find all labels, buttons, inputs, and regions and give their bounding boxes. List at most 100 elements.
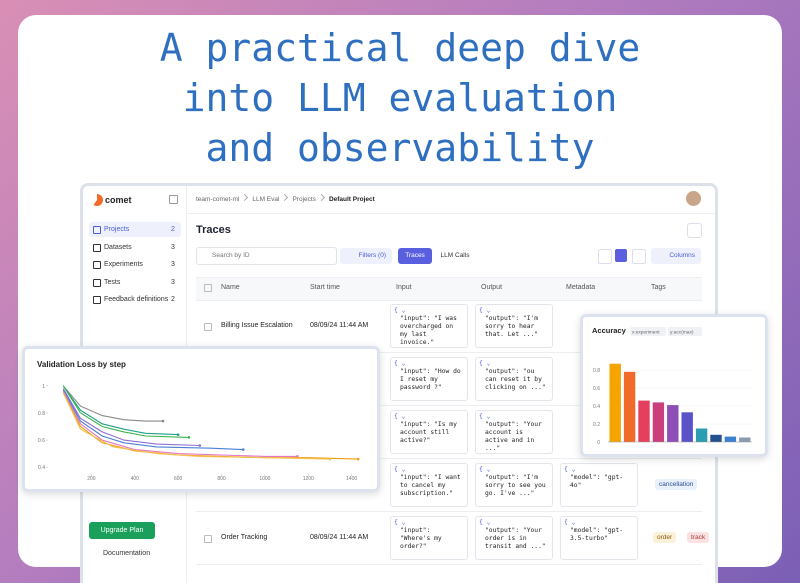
logo [91, 194, 103, 206]
code-brace: { ⌄ [394, 466, 406, 473]
end-point [241, 448, 245, 451]
crumb[interactable]: Default Project [328, 196, 375, 203]
separator [317, 193, 325, 202]
crumb[interactable]: team-comet-ml [196, 196, 240, 203]
loss-card: Validation Loss by step 1 0.8 0.6 0.4 200 400 6… [22, 346, 380, 492]
headline: and observability [205, 126, 595, 170]
start-time: 08/09/24 11:44 AM [310, 322, 369, 329]
loss-line [62, 389, 244, 451]
end-point [198, 444, 202, 447]
collapse-button[interactable] [169, 195, 178, 204]
tab[interactable]: Traces [398, 248, 432, 264]
code-cell: { ⌄ "output": "I'm sorry to hear that. Le… [475, 304, 553, 348]
code-text: "output": "I'm sorry to see you go. I've… [485, 474, 546, 497]
search-input[interactable]: Search by ID [196, 247, 337, 265]
nav-label: Experiments [104, 261, 143, 268]
loss-line [62, 392, 331, 460]
y-tick-label: 0.6 [593, 386, 600, 392]
code-cell: { ⌄ "input": "How do I reset my password … [390, 357, 468, 401]
crumb[interactable]: LLM Eval [252, 196, 280, 203]
bar [724, 436, 737, 442]
view-button[interactable] [598, 249, 612, 264]
end-point [328, 457, 332, 461]
x-tick-label: 400 [131, 476, 140, 482]
code-cell: { ⌄ "input": "Where's my order?" [390, 516, 468, 560]
loss-line [62, 385, 163, 422]
headline: into LLM evaluation [182, 76, 618, 120]
end-point [176, 433, 180, 436]
checkbox[interactable] [204, 535, 212, 543]
code-text: "input": "How do I reset my password ?" [400, 368, 461, 391]
loss-line [62, 390, 298, 457]
code-text: "output": "I'm sorry to hear that. Let .… [485, 315, 539, 338]
code-cell: { ⌄ "input": "I want to cancel my subscri… [390, 463, 468, 507]
code-text: "output": "ou can reset it by clicking o… [485, 368, 546, 391]
checkbox[interactable] [204, 323, 212, 331]
code-brace: { ⌄ [479, 413, 491, 420]
nav-item[interactable]: Tests 3 [89, 275, 181, 290]
filters-button[interactable]: Filters (0) [340, 248, 392, 264]
code-cell: { ⌄ "output": "Your order is in transit a… [475, 516, 553, 560]
upgrade-button[interactable]: Upgrade Plan [89, 522, 155, 539]
nav-item[interactable]: Feedback definitions 2 [89, 292, 181, 307]
trace-name[interactable]: Billing Issue Escalation [221, 322, 293, 329]
code-brace: { ⌄ [564, 466, 576, 473]
y-tick-label: 0.6 [38, 438, 45, 444]
code-brace: { ⌄ [479, 360, 491, 367]
accuracy-chart: Accuracy x:experiment y:acc(max) 0 0.2 0.4 0.6… [592, 326, 752, 446]
loss-line [62, 385, 190, 438]
row-divider [196, 458, 702, 459]
refresh-button[interactable] [687, 223, 702, 238]
start-time: 08/09/24 11:44 AM [310, 534, 369, 541]
nav-item[interactable]: Datasets 3 [89, 240, 181, 255]
loss-line [62, 392, 359, 460]
code-cell: { ⌄ "model": "gpt-3.5-turbo" [560, 516, 638, 560]
x-tick-label: 1200 [303, 476, 314, 482]
avatar[interactable] [686, 191, 701, 206]
view-button[interactable] [615, 249, 627, 262]
x-tick-label: 1000 [259, 476, 270, 482]
sidebar: comet Upgrade Plan Documentation Project… [83, 186, 187, 583]
chip: x:experiment [632, 330, 660, 336]
nav-item[interactable]: Projects 2 [89, 222, 181, 237]
nav-count: 2 [171, 226, 175, 233]
column-header: Input [396, 284, 412, 291]
code-text: "input": "I was overcharged on my last i… [400, 315, 457, 346]
end-point [356, 457, 360, 461]
bar [638, 400, 650, 442]
nav-label: Tests [104, 278, 121, 286]
view-button[interactable] [632, 249, 646, 264]
nav-icon [93, 296, 101, 304]
topbar [186, 186, 715, 214]
row-divider [196, 405, 702, 406]
x-tick-label: 200 [87, 476, 96, 482]
end-point [161, 419, 165, 423]
headline: A practical deep dive [159, 26, 641, 70]
column-header: Output [481, 284, 503, 291]
code-cell: { ⌄ "output": "Your account is active and… [475, 410, 553, 454]
end-point [187, 436, 191, 439]
row-divider [196, 511, 702, 512]
code-cell: { ⌄ "model": "gpt-4o" [560, 463, 638, 507]
trace-name[interactable]: Order Tracking [221, 534, 268, 541]
bar [652, 402, 665, 442]
nav-item[interactable]: Experiments 3 [89, 257, 181, 272]
nav-label: Projects [104, 226, 130, 233]
row-divider [196, 352, 702, 353]
checkbox[interactable] [204, 284, 212, 292]
y-tick-label: 0 [597, 440, 600, 446]
columns-button[interactable]: Columns [651, 248, 701, 264]
x-tick-label: 600 [174, 476, 183, 482]
y-tick-label: 0.4 [38, 465, 45, 471]
loss-line [62, 388, 200, 447]
code-brace: { ⌄ [479, 466, 491, 473]
docs-link[interactable]: Documentation [103, 550, 151, 557]
y-tick-label: 1 [42, 384, 45, 390]
tab[interactable]: LLM Calls [440, 252, 470, 259]
page-title: Traces [196, 224, 231, 236]
crumb[interactable]: Projects [292, 196, 316, 203]
column-header: Start time [310, 284, 340, 291]
column-header: Metadata [566, 284, 596, 291]
brand: comet [105, 195, 132, 205]
